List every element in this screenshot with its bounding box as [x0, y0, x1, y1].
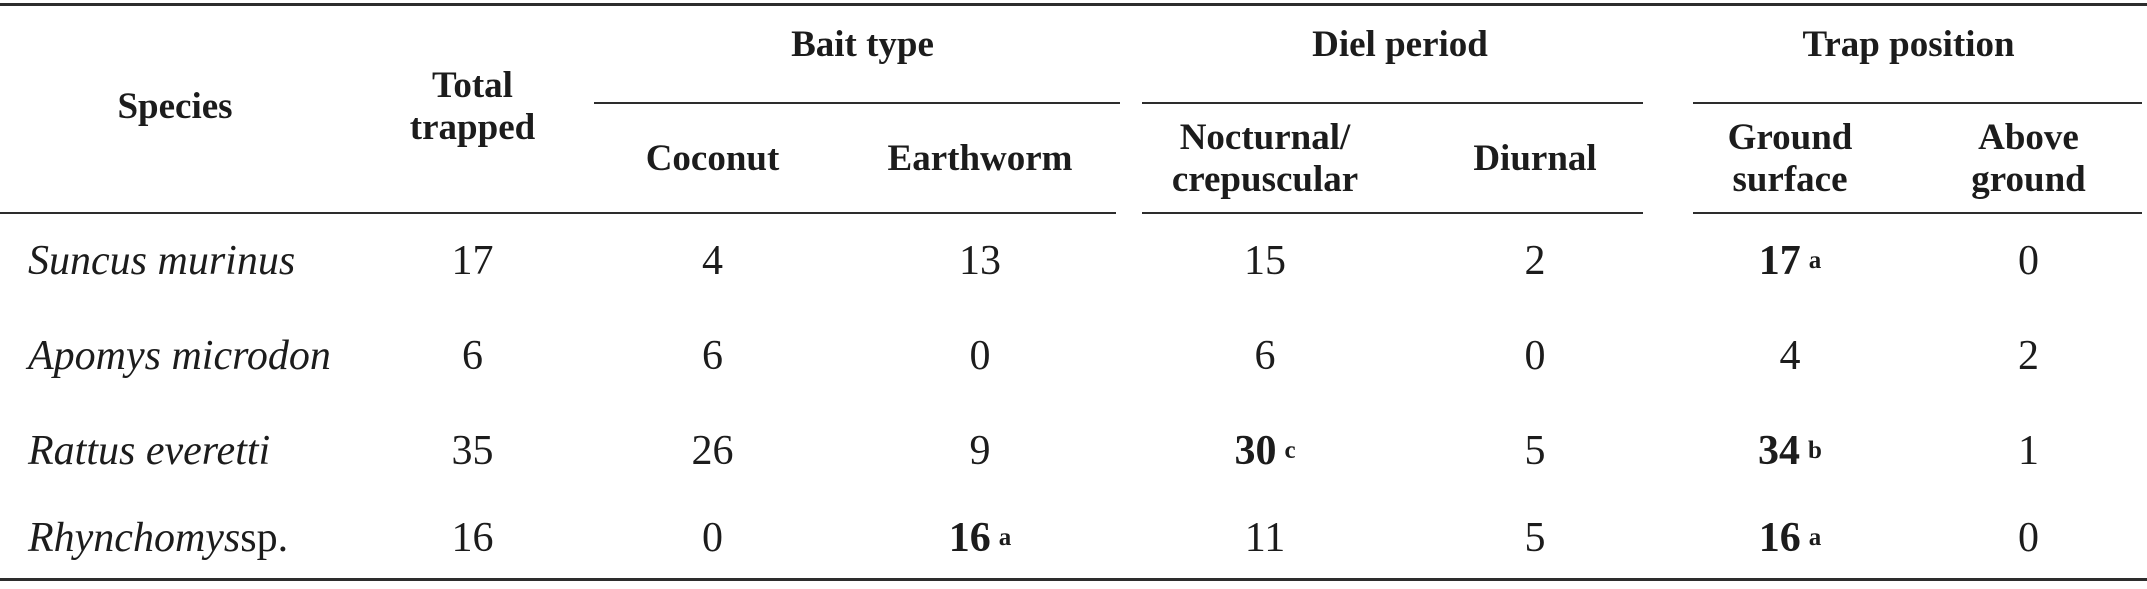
cell-value: 17 — [451, 237, 494, 284]
table-cell: 34 b — [1758, 427, 1822, 474]
group-header-bait-type: Bait type — [595, 0, 1130, 104]
cell-value: 9 — [969, 427, 991, 474]
cell-value: 4 — [702, 237, 723, 284]
column-header-earthworm: Earthworm — [887, 137, 1073, 179]
bottom-rule — [0, 578, 2147, 581]
table-cell: 13 — [830, 213, 1130, 308]
cell-value: 0 — [1524, 332, 1546, 379]
cell-value: 16 — [1758, 515, 1801, 561]
cell-value: 16 — [451, 515, 494, 561]
column-header-ground-surface: Ground surface — [1727, 117, 1853, 200]
cell-value: 30 — [1234, 427, 1277, 474]
bait-type-group-underline — [594, 102, 1120, 104]
column-header-total-trapped: Total trapped — [409, 65, 536, 148]
table-cell: 0 — [830, 308, 1130, 403]
table-cell: 11 — [1130, 498, 1400, 578]
cell-value: 2 — [2018, 332, 2039, 379]
species-name-rhynchomys-sp: Rhynchomys sp. — [0, 498, 350, 578]
table-cell: 2 — [1400, 213, 1670, 308]
table-cell: 17 — [350, 213, 595, 308]
table-cell: 35 — [350, 403, 595, 498]
cell-value: 2 — [1524, 237, 1546, 284]
table-cell: 6 — [595, 308, 830, 403]
species-name-suncus-murinus: Suncus murinus — [0, 213, 350, 308]
cell-value: 35 — [451, 427, 494, 474]
table-cell: 2 — [1910, 308, 2147, 403]
table-cell: 6 — [1130, 308, 1400, 403]
table-cell: 1 — [1910, 403, 2147, 498]
table-cell: 16 a — [948, 515, 1012, 561]
top-rule — [0, 3, 2147, 6]
table-cell: 16 — [350, 498, 595, 578]
table-cell: 16 a — [1758, 515, 1822, 561]
cell-value: 5 — [1524, 427, 1546, 474]
table-cell: 30 c — [1234, 427, 1296, 474]
table-cell: 6 — [350, 308, 595, 403]
cell-value: 0 — [2018, 237, 2039, 284]
cell-value: 0 — [2018, 515, 2039, 561]
cell-value: 6 — [702, 332, 723, 379]
group-header-trap-position: Trap position — [1670, 0, 2147, 104]
column-header-coconut: Coconut — [645, 137, 780, 179]
group-header-diel-period: Diel period — [1130, 0, 1670, 104]
cell-value: 34 — [1758, 427, 1801, 474]
table-cell: 15 — [1130, 213, 1400, 308]
species-name-apomys-microdon: Apomys microdon — [0, 308, 350, 403]
table-cell: 5 — [1400, 403, 1670, 498]
column-header-nocturnal-crepuscular: Nocturnal/ crepuscular — [1171, 117, 1359, 200]
table-cell: 9 — [830, 403, 1130, 498]
cell-value: 6 — [462, 332, 483, 379]
table-cell: 5 — [1400, 498, 1670, 578]
table-cell: 0 — [1910, 213, 2147, 308]
trap-position-group-underline — [1693, 102, 2142, 104]
cell-value: 6 — [1254, 332, 1276, 379]
cell-value: 17 — [1758, 237, 1801, 284]
species-name-italic: Apomys microdon — [28, 332, 331, 379]
table-cell: 0 — [595, 498, 830, 578]
column-header-above-ground: Above ground — [1971, 117, 2086, 200]
column-header-diurnal: Diurnal — [1473, 137, 1597, 179]
header-bottom-rule-left-segment — [0, 212, 1116, 214]
table-cell: 4 — [595, 213, 830, 308]
header-bottom-rule-diel-segment — [1142, 212, 1643, 214]
column-header-species: Species — [117, 85, 233, 127]
table-cell: 4 — [1670, 308, 1910, 403]
species-name-rattus-everetti: Rattus everetti — [0, 403, 350, 498]
cell-value: 5 — [1524, 515, 1546, 561]
cell-value: 0 — [969, 332, 991, 379]
species-name-italic: Rhynchomys — [28, 515, 241, 561]
group-header-diel-period-label: Diel period — [1312, 24, 1488, 66]
cell-value: 0 — [702, 515, 723, 561]
cell-value: 11 — [1244, 515, 1286, 561]
table-cell: 17 a — [1758, 237, 1822, 284]
group-header-bait-type-label: Bait type — [791, 24, 934, 66]
species-name-italic: Suncus murinus — [28, 237, 296, 284]
species-name-roman: sp. — [240, 515, 289, 561]
cell-value: 26 — [691, 427, 734, 474]
cell-value: 1 — [2018, 427, 2039, 474]
cell-value: 16 — [948, 515, 991, 561]
cell-value: 15 — [1244, 237, 1286, 284]
species-name-italic: Rattus everetti — [28, 427, 271, 474]
group-header-trap-position-label: Trap position — [1802, 24, 2015, 66]
cell-value: 4 — [1779, 332, 1801, 379]
diel-period-group-underline — [1142, 102, 1643, 104]
header-bottom-rule-trap-segment — [1693, 212, 2142, 214]
cell-value: 13 — [959, 237, 1001, 284]
table-cell: 0 — [1910, 498, 2147, 578]
table-cell: 0 — [1400, 308, 1670, 403]
table-cell: 26 — [595, 403, 830, 498]
